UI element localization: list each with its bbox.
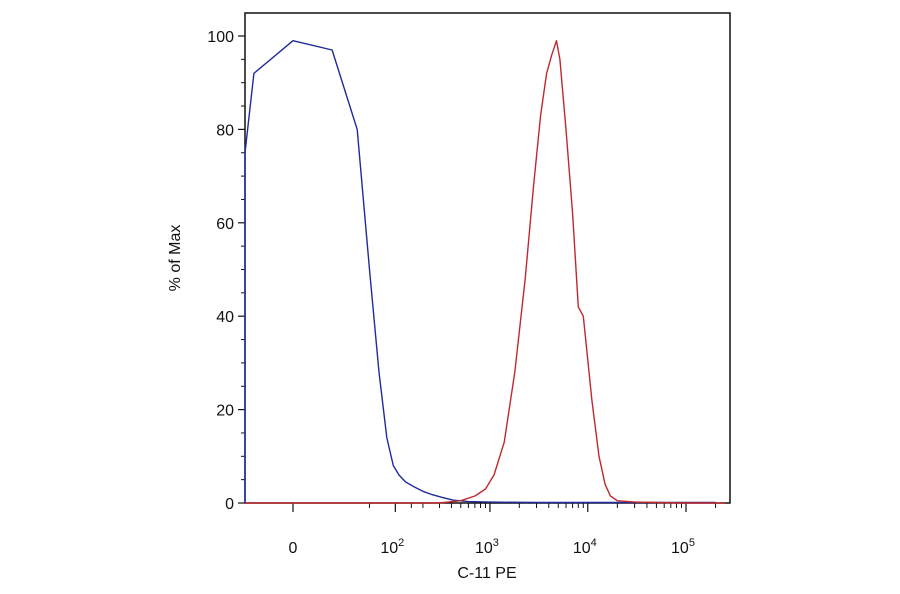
y-tick-label: 40 [216, 309, 234, 326]
y-tick-label: 80 [216, 122, 234, 139]
x-tick-exponent: 4 [591, 537, 597, 549]
x-tick-label: 103 [475, 537, 499, 557]
x-axis-label: C-11 PE [457, 565, 516, 582]
x-tick-label: 105 [671, 537, 695, 557]
series-line-1 [244, 40, 716, 504]
x-tick-exponent: 5 [689, 537, 695, 549]
series-line-2 [245, 40, 726, 504]
y-tick-label: 0 [225, 496, 234, 513]
x-tick-exponent: 3 [493, 537, 499, 549]
y-axis-label: % of Max [167, 225, 184, 292]
y-axis-ticks: 0 20 40 60 80 100 [207, 29, 245, 513]
plot-frame [244, 12, 731, 504]
x-tick-label: 104 [573, 537, 597, 557]
x-axis-ticks: 0 102 103 104 105 [289, 503, 717, 557]
y-tick-label: 60 [216, 216, 234, 233]
x-tick-label: 0 [289, 540, 298, 557]
series-layer [244, 40, 726, 504]
x-tick-exponent: 2 [398, 537, 404, 549]
y-tick-label: 100 [207, 29, 234, 46]
y-tick-label: 20 [216, 403, 234, 420]
x-tick-label: 102 [380, 537, 404, 557]
